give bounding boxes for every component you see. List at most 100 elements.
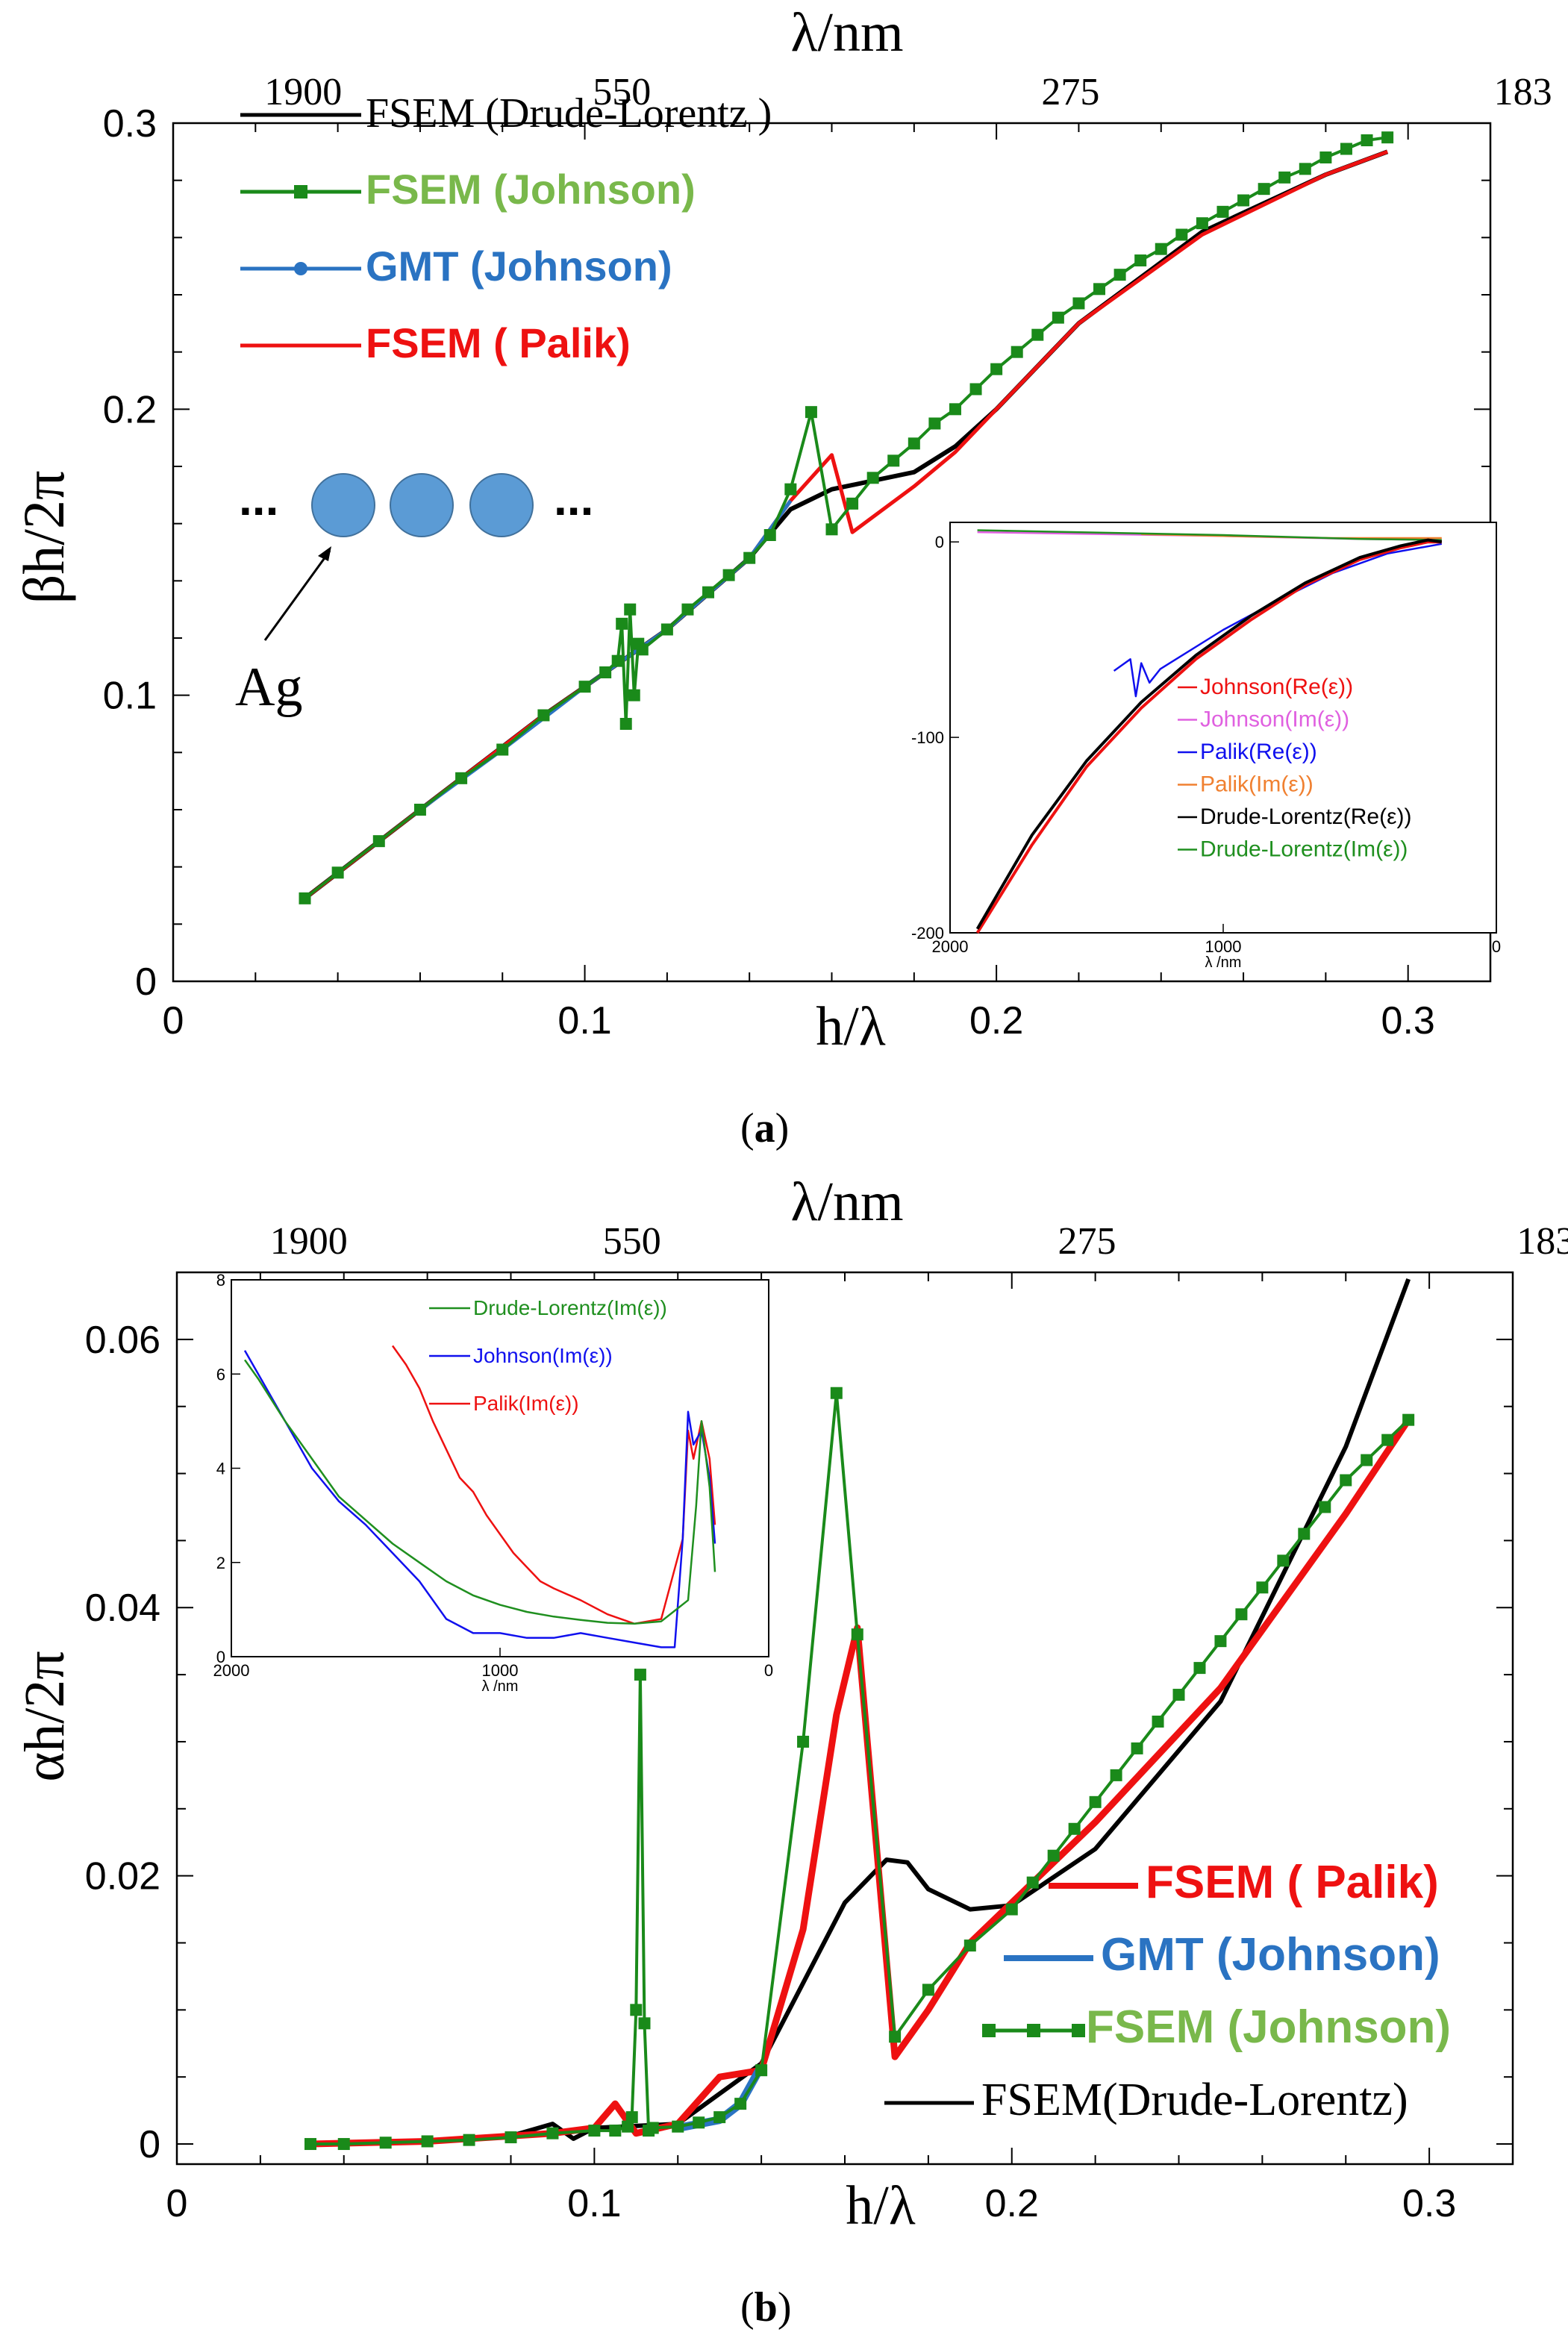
panel-b-inset-x-title: λ /nm: [482, 1678, 519, 1695]
panel-a-inset-series-drude-lorentz-im: [977, 529, 1442, 541]
panel-b-johnson-marker: [1277, 1554, 1290, 1567]
panel-b-johnson-marker: [622, 2120, 634, 2133]
panel-b-johnson-marker: [1005, 1903, 1018, 1916]
panel-b-johnson-marker: [755, 2064, 768, 2077]
ag-chain-dots-left: ...: [239, 472, 278, 525]
panel-b-inset-y-tick-label: 6: [216, 1365, 225, 1384]
panel-a-inset-y-tick-label: -100: [911, 728, 944, 747]
panel-a-johnson-marker: [1175, 228, 1188, 241]
panel-a-y-tick-label: 0.2: [103, 388, 157, 431]
panel-b-caption-open: (: [740, 2284, 755, 2331]
panel-a-inset-legend-label: Drude-Lorentz(Im(ε)): [1200, 837, 1408, 862]
panel-a-x-tick-label: 0.2: [969, 999, 1023, 1043]
panel-a-johnson-marker: [784, 483, 797, 496]
panel-a-johnson-marker: [1113, 269, 1126, 281]
panel-a-johnson-marker: [616, 617, 628, 630]
panel-b-legend-label: FSEM (Johnson): [1086, 2001, 1451, 2053]
panel-a-caption-close: ): [775, 1105, 790, 1151]
panel-b-top-tick-label: 1900: [270, 1220, 348, 1263]
panel-a-johnson-marker: [1155, 243, 1167, 255]
panel-b-inset-y-tick-label: 2: [216, 1554, 225, 1572]
panel-b-johnson-marker: [304, 2138, 316, 2151]
ag-nanoparticle: [311, 473, 375, 537]
panel-a-johnson-marker: [1196, 217, 1208, 230]
panel-b-johnson-marker: [1047, 1849, 1060, 1862]
panel-a-inset-x-title: λ /nm: [1205, 954, 1242, 971]
panel-a-inset-x-tick-label: 1000: [1205, 937, 1242, 956]
panel-b-inset-legend-label: Drude-Lorentz(Im(ε)): [473, 1296, 667, 1319]
panel-a-top-axis-title: λ/nm: [791, 2, 904, 63]
panel-b-x-tick-label: 0.2: [985, 2182, 1039, 2225]
panel-a-johnson-marker: [1237, 194, 1250, 207]
ag-nanoparticle: [469, 473, 534, 537]
panel-b-inset-series-palik-im: [391, 1345, 716, 1625]
panel-a-x-tick-label: 0: [163, 999, 184, 1043]
panel-a-inset-series-palik-re: [1113, 543, 1443, 698]
panel-a-johnson-marker: [299, 892, 311, 904]
panel-a-inset-legend-label: Johnson(Re(ε)): [1200, 675, 1353, 699]
panel-b-johnson-marker: [1402, 1413, 1415, 1426]
panel-a-johnson-marker: [372, 835, 385, 848]
panel-a-johnson-marker: [702, 586, 715, 598]
panel-b-series-fsem-drude-lorentz: [310, 1278, 1411, 2146]
panel-b-johnson-marker: [646, 2122, 659, 2134]
ag-arrow-head: [318, 546, 331, 561]
panel-a-johnson-marker: [887, 454, 900, 467]
panel-b-johnson-marker: [713, 2111, 726, 2124]
panel-b-top-tick-label: 183: [1517, 1220, 1568, 1263]
panel-b-johnson-marker: [379, 2137, 392, 2149]
panel-b-johnson-marker: [609, 2125, 622, 2137]
panel-b-inset-x-tick-label: 2000: [213, 1661, 250, 1680]
panel-a-legend-square-marker: [294, 185, 307, 199]
panel-a-johnson-marker: [660, 623, 673, 636]
panel-a-inset-legend-label: Palik(Im(ε)): [1200, 772, 1314, 797]
panel-a-johnson-marker: [1319, 151, 1332, 163]
panel-a-inset-y-tick-label: -200: [911, 924, 944, 943]
panel-a-johnson-marker: [1011, 346, 1023, 358]
panel-b-johnson-marker: [1193, 1662, 1206, 1675]
ag-nanoparticle: [390, 473, 454, 537]
panel-a-johnson-marker: [866, 472, 879, 484]
panel-b-johnson-marker: [1026, 1876, 1039, 1889]
panel-a-johnson-marker: [1258, 183, 1270, 196]
panel-b-inset-x-tick-label: 1000: [482, 1661, 519, 1680]
panel-a-inset-frame: [949, 522, 1497, 934]
panel-b-johnson-marker: [1172, 1689, 1185, 1701]
panel-a-johnson-marker: [846, 497, 859, 510]
panel-b-johnson-marker: [1256, 1581, 1269, 1594]
panel-b-inset-y-tick-label: 8: [216, 1271, 225, 1290]
panel-a-inset-legend-label: Johnson(Im(ε)): [1200, 707, 1349, 732]
panel-b-x-axis-title: h/λ: [846, 2175, 916, 2237]
panel-a-johnson-marker: [1072, 297, 1085, 310]
panel-a-caption: (a): [740, 1104, 789, 1152]
panel-b-johnson-marker: [638, 2017, 651, 2030]
panel-a-top-tick-label: 1900: [264, 71, 342, 113]
panel-b-johnson-marker: [625, 2111, 638, 2124]
panel-a-johnson-marker: [990, 363, 1003, 375]
panel-a-johnson-marker: [331, 866, 344, 879]
panel-a-x-tick-label: 0.1: [557, 999, 611, 1043]
panel-a-johnson-marker: [1216, 205, 1229, 218]
panel-a-johnson-marker: [969, 383, 982, 396]
panel-a-johnson-marker: [825, 523, 838, 536]
panel-a-top-tick-label: 183: [1494, 71, 1552, 113]
panel-b-johnson-marker: [1089, 1795, 1102, 1808]
panel-a-series-fsem-johnson: [304, 136, 1388, 900]
panel-a-johnson-marker: [1381, 131, 1394, 144]
panel-b-johnson-marker: [1361, 1454, 1373, 1466]
panel-a-johnson-marker: [578, 681, 591, 693]
panel-a-johnson-marker: [619, 718, 632, 730]
panel-b-johnson-marker: [337, 2138, 350, 2151]
panel-b-johnson-marker: [1152, 1715, 1164, 1728]
panel-b-johnson-marker: [1068, 1822, 1081, 1835]
panel-b-johnson-marker: [1340, 1474, 1352, 1487]
panel-a-johnson-marker: [743, 551, 756, 564]
panel-b-johnson-marker: [1110, 1769, 1122, 1781]
panel-a-top-tick-label: 550: [593, 71, 651, 113]
panel-b-y-tick-label: 0.02: [85, 1855, 160, 1898]
panel-a-johnson-marker: [628, 689, 640, 701]
panel-b-caption: (b): [740, 2284, 791, 2331]
panel-b-legend-square-marker: [1027, 2024, 1040, 2037]
panel-a-johnson-marker: [1340, 143, 1352, 155]
panel-b-inset-y-tick-label: 0: [216, 1648, 225, 1666]
